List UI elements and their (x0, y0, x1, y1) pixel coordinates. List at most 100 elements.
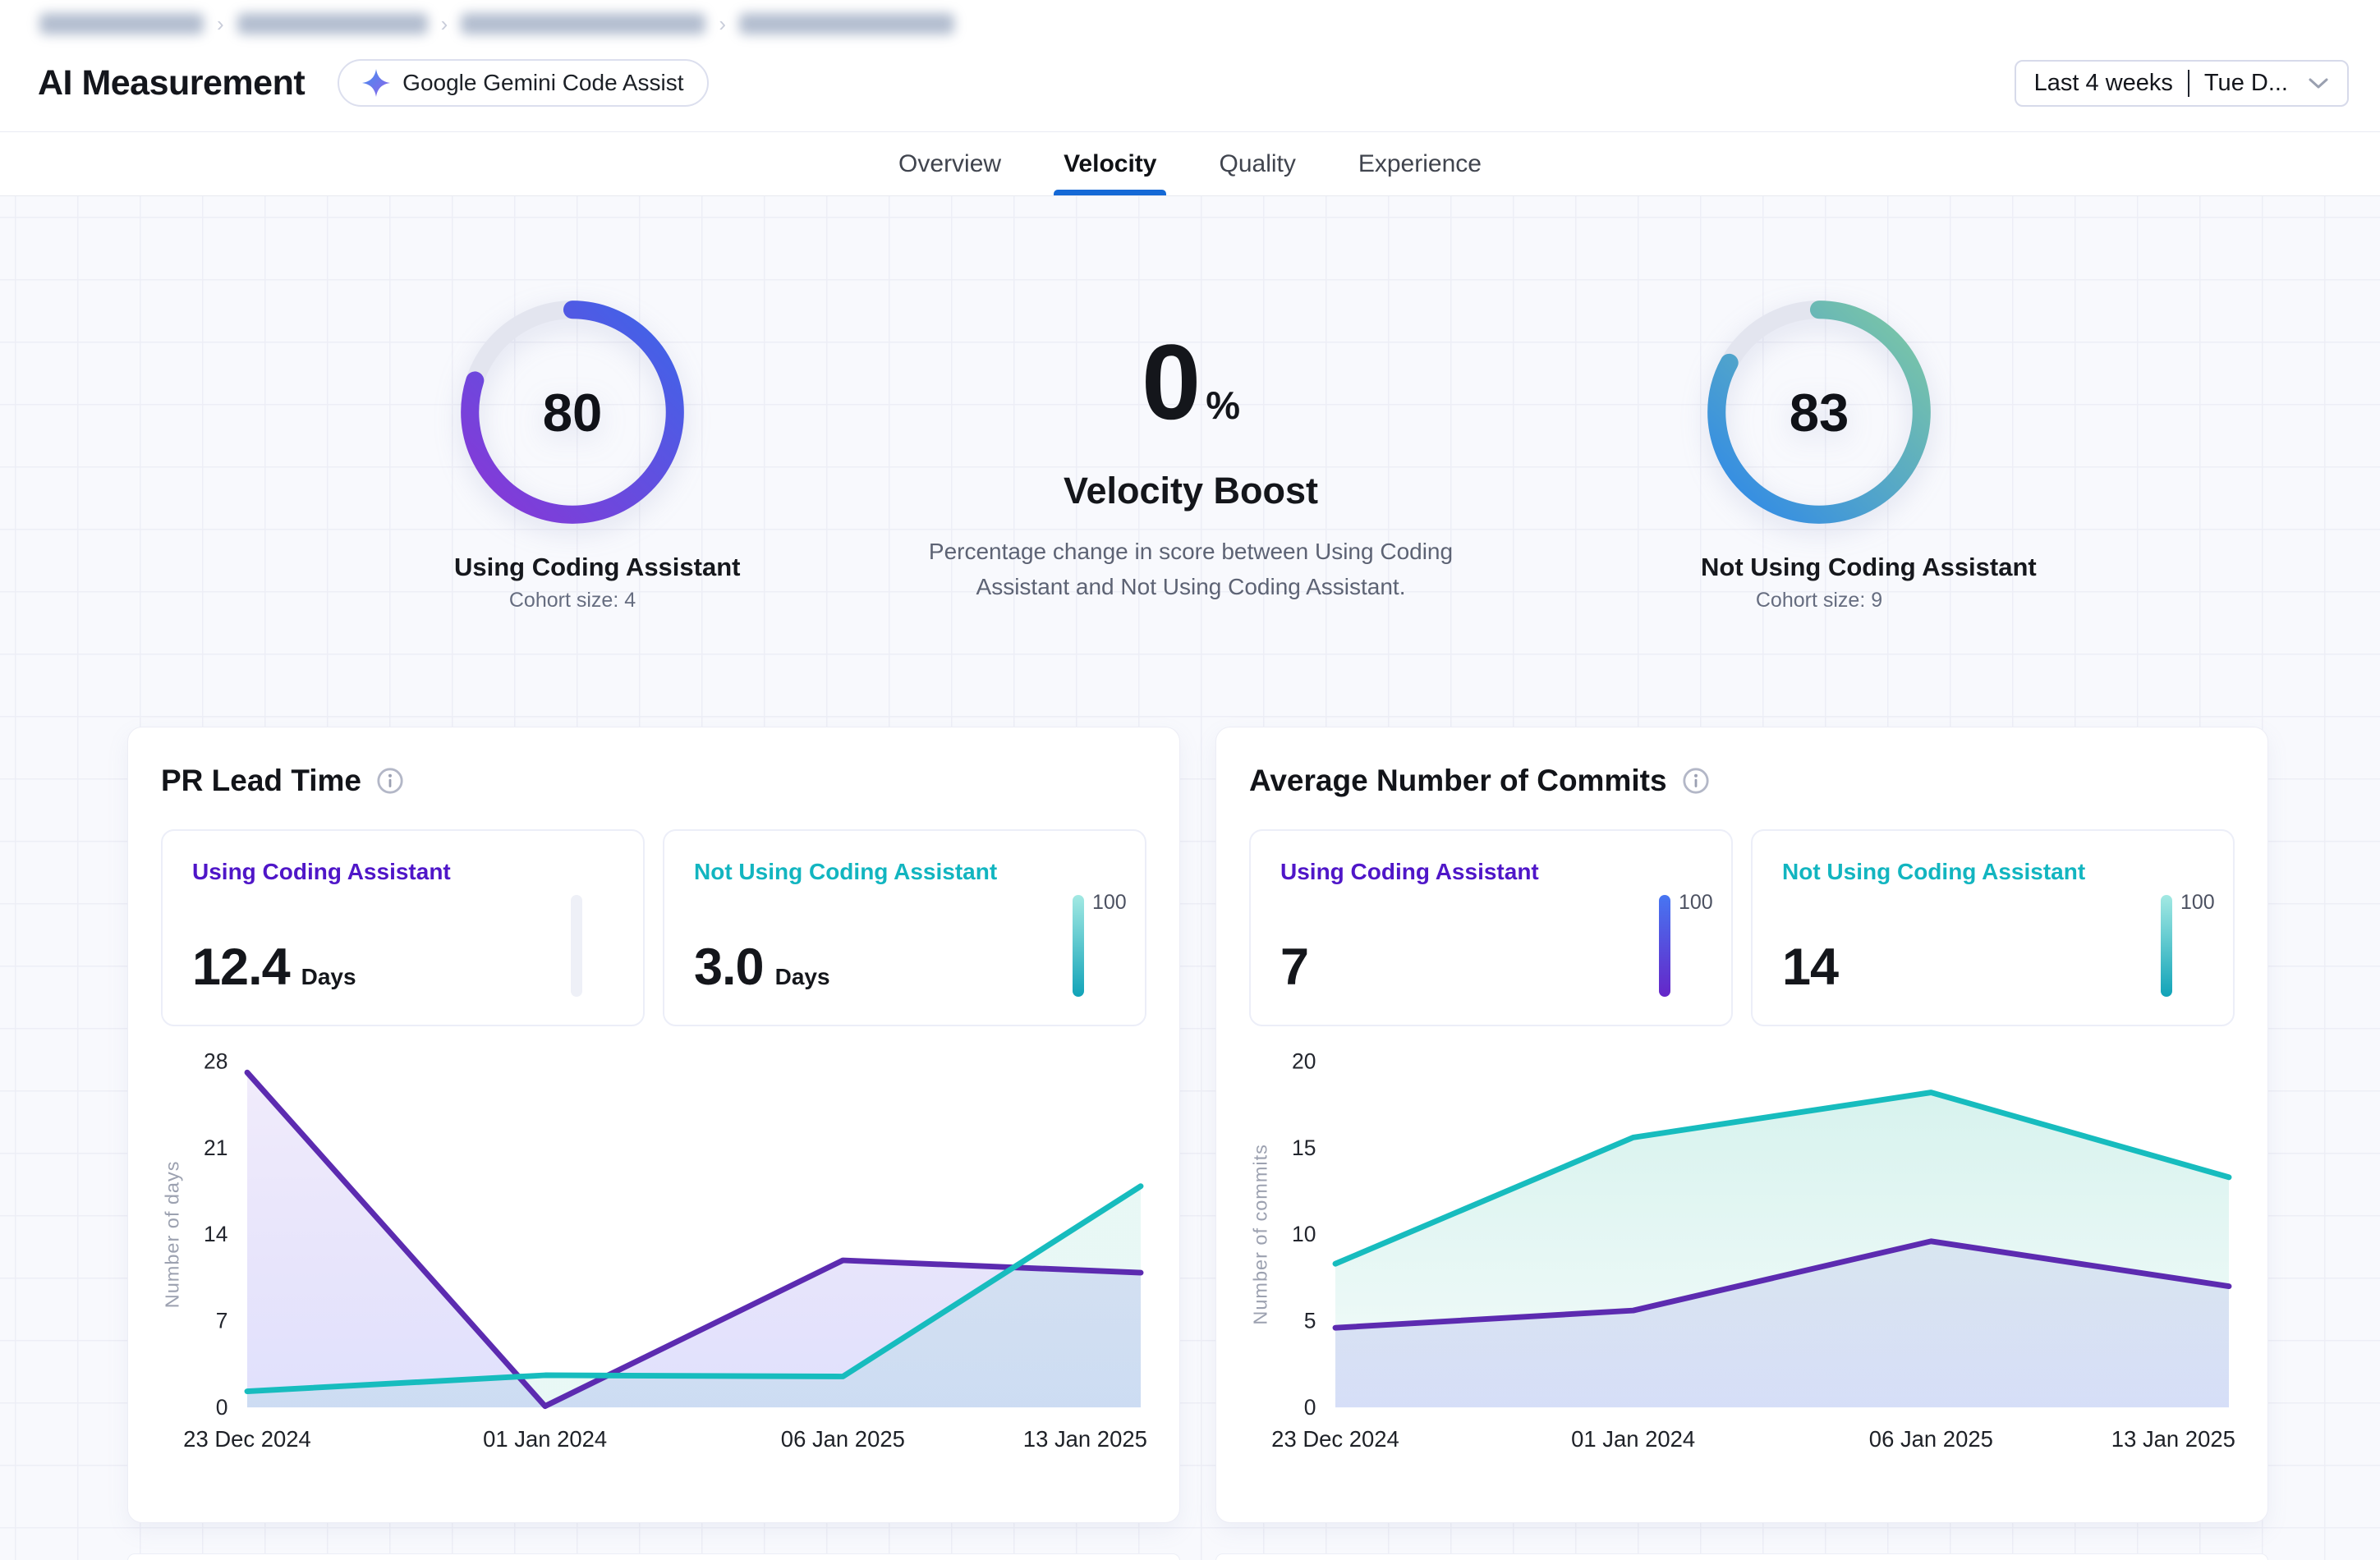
stat-using-coding-assistant: Using Coding Assistant 7 100 (1249, 829, 1733, 1026)
card-title: PR Lead Time (161, 764, 362, 797)
card-pr-lead-time: PR Lead Time Using Coding Assistant 12.4… (127, 727, 1180, 1523)
breadcrumb: › › › (39, 11, 955, 36)
card-title: Average Number of Commits (1249, 764, 1667, 797)
svg-text:83: 83 (1790, 383, 1849, 443)
commits-chart: 0 5 10 15 20 Number of commits 23 Dec 2024 01 J… (1250, 1048, 2235, 1452)
stat-label: Using Coding Assistant (192, 859, 451, 884)
svg-text:5: 5 (1304, 1309, 1316, 1333)
tab-label: Velocity (1064, 149, 1157, 177)
date-range-detail: Tue D... (2203, 69, 2288, 96)
breadcrumb-separator: › (719, 11, 727, 36)
stat-max-label: 100 (2180, 891, 2215, 914)
svg-text:21: 21 (204, 1136, 227, 1160)
gauge-cohort: Cohort size: 4 (508, 589, 636, 612)
gemini-badge[interactable]: Google Gemini Code Assist (338, 59, 709, 107)
stat-label: Not Using Coding Assistant (694, 859, 998, 884)
stat-value-row: 3.0 Days (694, 938, 830, 997)
breadcrumb-segment[interactable] (739, 13, 955, 34)
header-separator (0, 131, 2380, 132)
stat-using-coding-assistant: Using Coding Assistant 12.4 Days (161, 829, 645, 1026)
svg-text:23 Dec 2024: 23 Dec 2024 (1271, 1426, 1399, 1452)
stat-value-row: 12.4 Days (192, 938, 356, 997)
svg-text:10: 10 (1292, 1222, 1316, 1246)
tab-bar: Overview Velocity Quality Experience (0, 132, 2380, 196)
info-icon[interactable] (1682, 767, 1710, 795)
boost-value: 0 (1141, 322, 1201, 442)
stat-not-using-coding-assistant: Not Using Coding Assistant 14 100 (1751, 829, 2235, 1026)
svg-text:Number of days: Number of days (162, 1161, 183, 1309)
chevron-down-icon (2308, 76, 2329, 90)
gauge-cohort: Cohort size: 9 (1755, 589, 1883, 612)
breadcrumb-separator: › (440, 11, 448, 36)
tab-label: Overview (898, 149, 1002, 177)
tab-quality[interactable]: Quality (1219, 132, 1295, 195)
svg-text:0: 0 (216, 1395, 228, 1420)
stat-not-using-coding-assistant: Not Using Coding Assistant 3.0 Days 100 (663, 829, 1146, 1026)
breadcrumb-segment[interactable] (237, 13, 428, 34)
stat-value: 14 (1782, 938, 1839, 996)
tab-overview[interactable]: Overview (898, 132, 1001, 195)
svg-text:01 Jan 2024: 01 Jan 2024 (483, 1426, 607, 1452)
stat-max-label: 100 (1092, 891, 1127, 914)
stat-gauge-bar (2161, 895, 2172, 997)
gauge-label: Not Using Coding Assistant (1701, 553, 2037, 581)
svg-text:01 Jan 2024: 01 Jan 2024 (1571, 1426, 1695, 1452)
date-range-divider (2187, 69, 2189, 97)
boost-title: Velocity Boost (1063, 470, 1319, 512)
boost-value-row: 0% (862, 328, 1519, 435)
gauge-label: Using Coding Assistant (454, 553, 741, 581)
svg-text:06 Jan 2025: 06 Jan 2025 (1869, 1426, 1993, 1452)
svg-text:15: 15 (1292, 1136, 1316, 1160)
stat-value: 3.0 (694, 938, 765, 996)
next-row-card-peek (1215, 1553, 2268, 1560)
page-title: AI Measurement (38, 62, 306, 103)
svg-text:7: 7 (216, 1309, 228, 1333)
stats-row: Using Coding Assistant 7 100 Not Using C… (1249, 829, 2235, 1026)
gauge-using-coding-assistant: 80 Using Coding Assistant Cohort size: 4 (454, 294, 741, 613)
active-tab-indicator (1054, 190, 1167, 195)
stat-gauge-bar (571, 895, 582, 997)
stat-unit: Days (301, 964, 356, 989)
breadcrumb-separator: › (217, 11, 224, 36)
breadcrumb-segment[interactable] (461, 13, 706, 34)
gauge-ring: 80 (461, 301, 684, 524)
gemini-sparkle-icon (362, 69, 391, 97)
stat-value: 12.4 (192, 938, 291, 996)
card-header: PR Lead Time (128, 727, 1179, 798)
card-header: Average Number of Commits (1216, 727, 2267, 798)
date-range-filter[interactable]: Last 4 weeks Tue D... (2014, 59, 2349, 107)
stat-max-label: 100 (1679, 891, 1713, 914)
stat-value-row: 7 (1280, 938, 1320, 997)
stat-value: 7 (1280, 938, 1309, 996)
svg-text:23 Dec 2024: 23 Dec 2024 (183, 1426, 311, 1452)
svg-text:0: 0 (1304, 1395, 1316, 1420)
stats-row: Using Coding Assistant 12.4 Days Not Usi… (161, 829, 1146, 1026)
breadcrumb-segment[interactable] (39, 13, 204, 34)
stat-unit: Days (774, 964, 830, 989)
svg-text:80: 80 (543, 383, 603, 443)
boost-unit: % (1206, 383, 1241, 427)
stat-gauge-bar (1073, 895, 1084, 997)
tab-label: Experience (1358, 149, 1482, 177)
pr-lead-time-chart: 0 7 14 21 28 Number of days 23 Dec 2024 01 Jan … (162, 1048, 1147, 1452)
next-row-card-peek (127, 1553, 1180, 1560)
tab-experience[interactable]: Experience (1358, 132, 1482, 195)
svg-text:20: 20 (1292, 1048, 1316, 1073)
info-icon[interactable] (376, 767, 404, 795)
svg-text:06 Jan 2025: 06 Jan 2025 (781, 1426, 905, 1452)
top-bar: › › › AI Measurement Google Gemini Code As… (0, 0, 2380, 132)
card-average-number-of-commits: Average Number of Commits Using Coding A… (1215, 727, 2268, 1523)
svg-text:Number of commits: Number of commits (1250, 1144, 1271, 1325)
gauge-ring: 83 (1707, 301, 1931, 524)
stat-value-row: 14 (1782, 938, 1849, 997)
stat-gauge-bar (1659, 895, 1670, 997)
badge-label: Google Gemini Code Assist (402, 70, 684, 95)
stat-label: Not Using Coding Assistant (1782, 859, 2086, 884)
boost-description: Percentage change in score between Using… (928, 539, 1454, 600)
tab-velocity[interactable]: Velocity (1054, 132, 1167, 195)
svg-text:13 Jan 2025: 13 Jan 2025 (2111, 1426, 2235, 1452)
header-row: AI Measurement Google Gemini Code Assist… (38, 59, 2349, 107)
stat-label: Using Coding Assistant (1280, 859, 1539, 884)
svg-text:14: 14 (204, 1222, 227, 1246)
